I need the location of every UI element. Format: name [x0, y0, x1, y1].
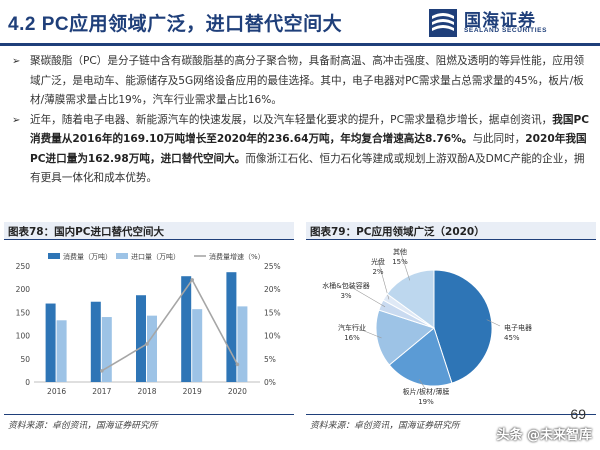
- y-right-tick-label: 10%: [264, 332, 281, 341]
- y-left-tick-label: 50: [20, 355, 30, 364]
- y-right-tick-label: 20%: [264, 285, 281, 294]
- bullet-arrow-icon: ➢: [12, 56, 21, 67]
- bullet-list: ➢ 聚碳酸脂（PC）是分子链中含有碳酸脂基的高分子聚合物，具备耐高温、高冲击强度、…: [8, 52, 592, 189]
- pie-slice-label: 其他: [393, 247, 407, 256]
- y-left-tick-label: 0: [25, 378, 30, 387]
- pie-slice: [386, 269, 435, 329]
- x-tick-label: 2018: [137, 387, 156, 396]
- page-number: 69: [570, 406, 586, 422]
- pie-leader-line: [345, 283, 386, 308]
- y-right-tick-label: 5%: [264, 355, 276, 364]
- legend-label: 进口量（万吨）: [131, 252, 180, 261]
- pie-slice-label: 光盘: [371, 257, 385, 266]
- bar-consumption: [90, 301, 101, 382]
- legend-label: 消费量（万吨）: [63, 252, 112, 261]
- pie-slice-label: 汽车行业: [338, 323, 366, 332]
- x-tick-label: 2016: [47, 387, 66, 396]
- pie-leader-line: [351, 325, 382, 339]
- pie-slice-value: 19%: [418, 398, 434, 406]
- right-source-divider: [306, 414, 596, 415]
- y-right-tick-label: 15%: [264, 308, 281, 317]
- bullet-text: 近年，随着电子电器、新能源汽车的快速发展，以及汽车轻量化要求的提升，PC需求量稳…: [30, 113, 553, 126]
- right-chart-source: 资料来源：卓创资讯，国海证券研究所: [310, 421, 460, 431]
- pie-slice-value: 2%: [372, 268, 383, 276]
- header-divider: [0, 43, 600, 46]
- right-chart-title-bar: [306, 222, 596, 240]
- pie-slice: [388, 327, 453, 387]
- bar-import: [56, 320, 67, 382]
- pie-slice-label: 板片/板材/薄膜: [403, 387, 450, 396]
- bar-consumption: [45, 303, 56, 382]
- logo-text-en: SEALAND SECURITIES: [464, 27, 548, 34]
- x-tick-label: 2020: [228, 387, 247, 396]
- growth-line: [101, 278, 239, 372]
- legend-label: 消费量增速（%）: [209, 252, 265, 261]
- y-right-tick-label: 25%: [264, 262, 281, 271]
- bullet-highlight-text: 我国PC消费量从2016年的169.10万吨增长至2020年的236.64万吨，…: [30, 113, 590, 146]
- right-chart-title: 图表79：PC应用领域广泛（2020）: [310, 226, 485, 238]
- left-chart-title-bar: [4, 222, 294, 240]
- slide-header: 4.2 PC应用领域广泛，进口替代空间大 国海证券 SEALAND SECURI…: [0, 0, 600, 46]
- bar-consumption: [136, 295, 146, 382]
- bullet-arrow-icon: ➢: [12, 114, 21, 126]
- bullet-paragraph: ➢ 近年，随着电子电器、新能源汽车的快速发展，以及汽车轻量化要求的提升，PC需求量…: [8, 111, 592, 189]
- page-title: 4.2 PC应用领域广泛，进口替代空间大: [8, 14, 343, 35]
- bullet-text: 与此同时，: [472, 133, 526, 145]
- left-chart-title: 图表78：国内PC进口替代空间大: [8, 226, 165, 238]
- pie-leader-line: [418, 379, 427, 391]
- left-source-divider: [4, 414, 294, 415]
- y-left-tick-label: 200: [16, 285, 31, 294]
- watermark: 头条 @未来智库: [496, 428, 592, 443]
- growth-point: [145, 342, 149, 346]
- x-tick-label: 2019: [183, 387, 202, 396]
- bar-import: [147, 315, 157, 382]
- legend-swatch: [48, 253, 60, 259]
- bar-consumption: [181, 276, 192, 382]
- y-left-tick-label: 150: [16, 308, 31, 317]
- bullet-highlight-text: 2020年我国PC进口量为162.98万吨，进口替代空间大。: [30, 133, 587, 165]
- pie-slice-value: 15%: [392, 258, 408, 266]
- growth-point: [190, 278, 194, 282]
- pie-leader-line: [377, 259, 390, 300]
- pie-chart: 电子电器 45% 板片/板材/薄膜 19% 汽车行业 16% 水桶&包装容器 3% 光盘 2% 其他…: [322, 247, 532, 406]
- bar-import: [192, 309, 203, 382]
- legend-swatch: [116, 253, 128, 259]
- bar-import: [101, 317, 112, 382]
- bar-import: [237, 306, 248, 382]
- company-logo: 国海证券 SEALAND SECURITIES: [428, 6, 588, 40]
- bar-consumption: [226, 272, 237, 382]
- left-chart-source: 资料来源：卓创资讯，国海证券研究所: [8, 421, 158, 431]
- bullet-text: 而像浙江石化、恒力石化等建成或规划上游双酚A及DMC产能的企业，拥有更具一体化和…: [30, 152, 585, 185]
- logo-mark-icon: [429, 9, 457, 37]
- bar-line-chart: 0 50 100 150 200 250 0% 5% 10% 15% 20% 25% 2016 2017 2…: [16, 252, 281, 396]
- pie-slice-label: 水桶&包装容器: [322, 281, 369, 290]
- pie-leader-line: [486, 319, 501, 327]
- y-left-tick-label: 100: [16, 332, 31, 341]
- pie-slice-label: 电子电器: [504, 323, 532, 332]
- growth-point: [100, 369, 104, 373]
- bullet-paragraph: ➢ 聚碳酸脂（PC）是分子链中含有碳酸脂基的高分子聚合物，具备耐高温、高冲击强度、…: [8, 52, 592, 111]
- x-tick-label: 2017: [92, 387, 111, 396]
- y-left-tick-label: 250: [16, 262, 31, 271]
- pie-leader-line: [399, 249, 411, 281]
- y-right-tick-label: 0%: [264, 378, 276, 387]
- bullet-text: 聚碳酸脂（PC）是分子链中含有碳酸脂基的高分子聚合物，具备耐高温、高冲击强度、阻…: [30, 55, 585, 106]
- pie-slice: [433, 269, 493, 384]
- growth-point: [235, 362, 240, 367]
- pie-slice-value: 45%: [504, 334, 520, 342]
- logo-text-cn: 国海证券: [464, 11, 536, 31]
- pie-slice-value: 16%: [344, 334, 360, 342]
- pie-slice-value: 3%: [340, 292, 351, 300]
